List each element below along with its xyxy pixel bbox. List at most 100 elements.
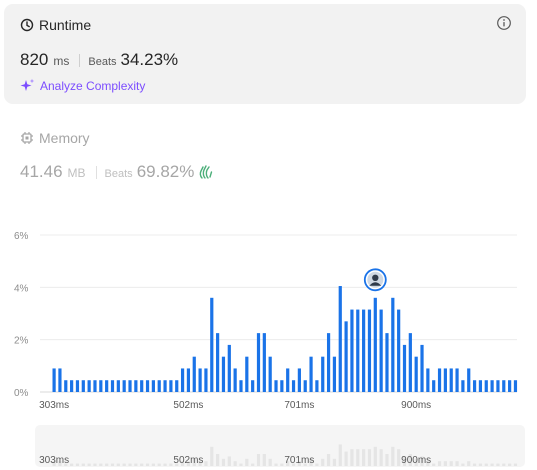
chart-bar[interactable] [467, 368, 471, 392]
chart-bar[interactable] [233, 368, 237, 392]
chart-bar[interactable] [286, 368, 290, 392]
chart-bar[interactable] [426, 368, 430, 392]
chart-bar[interactable] [315, 380, 319, 392]
navigator-bar [93, 463, 97, 466]
chart-bar[interactable] [408, 333, 412, 392]
runtime-card[interactable]: Runtime 820 ms Beats 34.23% Analyze Comp… [4, 4, 526, 104]
chart-bar[interactable] [52, 368, 56, 392]
chart-bar[interactable] [175, 380, 179, 392]
divider [79, 53, 81, 67]
chart-bar[interactable] [262, 333, 266, 392]
chart-bar[interactable] [216, 333, 220, 392]
chart-bar[interactable] [350, 309, 354, 392]
info-icon[interactable] [496, 15, 512, 31]
chart-bar[interactable] [122, 380, 126, 392]
chart-bar[interactable] [93, 380, 97, 392]
chart-bar[interactable] [192, 356, 196, 392]
chart-bar[interactable] [326, 333, 331, 392]
memory-header[interactable]: Memory [20, 130, 90, 146]
chart-bar[interactable] [99, 380, 103, 392]
chart-bar[interactable] [105, 380, 109, 392]
chart-bar[interactable] [186, 368, 191, 392]
navigator-bar [402, 456, 407, 466]
chart-bar[interactable] [338, 286, 342, 392]
navigator-bar [496, 463, 500, 466]
chart-bar[interactable] [221, 356, 226, 392]
chart-bar[interactable] [356, 309, 360, 392]
chart-bar[interactable] [58, 368, 62, 392]
chart-bar[interactable] [256, 333, 261, 392]
chart-bar[interactable] [239, 380, 243, 392]
chart-bar[interactable] [169, 380, 173, 392]
chart-bar[interactable] [303, 380, 307, 392]
chart-bar[interactable] [379, 309, 383, 392]
chart-bar[interactable] [245, 356, 249, 392]
chart-bar[interactable] [198, 368, 202, 392]
chart-bar[interactable] [204, 368, 208, 392]
chart-bar[interactable] [81, 380, 85, 392]
chart-bar[interactable] [508, 380, 512, 392]
chart-bar[interactable] [210, 297, 214, 392]
chart-bar[interactable] [443, 368, 447, 392]
chart-bar[interactable] [268, 356, 272, 392]
chart-bar[interactable] [134, 380, 138, 392]
chart-bar[interactable] [140, 380, 144, 392]
navigator-bar [233, 461, 237, 466]
chart-bar[interactable] [478, 380, 483, 392]
navigator-bar [52, 461, 56, 466]
chart-bar[interactable] [280, 380, 284, 392]
chart-bar[interactable] [432, 380, 436, 392]
chart-bar[interactable] [163, 380, 167, 392]
chart-bar[interactable] [420, 344, 424, 392]
runtime-beats-value: 34.23% [120, 50, 179, 69]
chart-bar[interactable] [297, 368, 301, 392]
chart-bar[interactable] [116, 380, 120, 392]
chart-bar[interactable] [402, 344, 407, 392]
navigator-bar [455, 461, 459, 466]
chart-bar[interactable] [332, 356, 337, 392]
navigator-bar [397, 449, 401, 466]
chart-bar[interactable] [461, 380, 465, 392]
analyze-complexity-link[interactable]: Analyze Complexity [20, 78, 145, 93]
chart-bar[interactable] [455, 368, 459, 392]
chart-bar[interactable] [151, 380, 155, 392]
chart-bar[interactable] [367, 309, 372, 392]
chart-bar[interactable] [180, 368, 185, 392]
chart-bar[interactable] [291, 380, 296, 392]
chart-bar[interactable] [484, 380, 488, 392]
chart-bar[interactable] [513, 380, 518, 392]
chart-bar[interactable] [110, 380, 115, 392]
range-navigator[interactable]: 303ms 502ms 701ms 900ms [35, 425, 525, 467]
chart-bar[interactable] [496, 380, 500, 392]
chart-bar[interactable] [373, 297, 377, 392]
chart-bar[interactable] [414, 356, 418, 392]
chart-bar[interactable] [502, 380, 506, 392]
chart-bar[interactable] [437, 368, 442, 392]
chart-bar[interactable] [385, 333, 389, 392]
chart-bar[interactable] [64, 380, 68, 392]
chart-bar[interactable] [157, 380, 161, 392]
chart-bar[interactable] [87, 380, 91, 392]
navigator-bar [140, 463, 144, 466]
chart-bar[interactable] [227, 344, 231, 392]
chart-bar[interactable] [362, 309, 366, 392]
chart-bar[interactable] [472, 380, 477, 392]
navigator-bar [110, 463, 115, 466]
chart-bar[interactable] [145, 380, 150, 392]
chart-bar[interactable] [75, 380, 80, 392]
chart-bar[interactable] [490, 380, 494, 392]
chart-bar[interactable] [251, 380, 255, 392]
navigator-bar [70, 463, 74, 466]
chart-bar[interactable] [309, 356, 313, 392]
chart-bar[interactable] [391, 297, 395, 392]
chart-bar[interactable] [70, 380, 74, 392]
navigator-track[interactable] [35, 425, 525, 467]
chart-bar[interactable] [397, 309, 401, 392]
runtime-distribution-chart[interactable]: 6% 4% 2% 0% 303ms 502ms 701ms 900ms [0, 222, 537, 417]
navigator-bar [461, 463, 465, 466]
chart-bar[interactable] [128, 380, 132, 392]
chart-bar[interactable] [449, 368, 453, 392]
chart-bar[interactable] [274, 380, 278, 392]
chart-bar[interactable] [321, 356, 325, 392]
chart-bar[interactable] [344, 321, 348, 392]
